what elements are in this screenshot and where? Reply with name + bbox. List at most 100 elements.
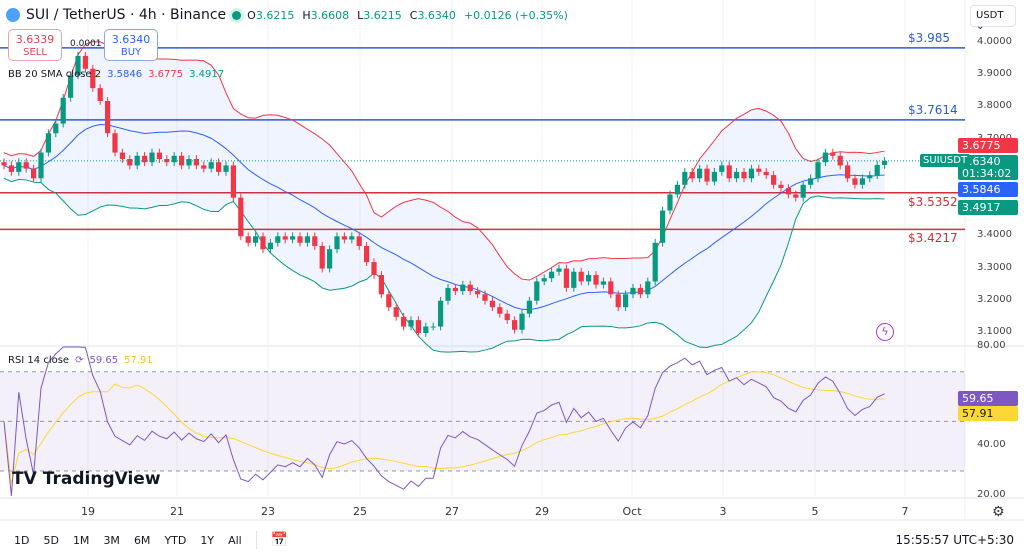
candle-body — [356, 236, 362, 246]
candle-body — [90, 68, 96, 89]
candle-body — [593, 274, 599, 285]
candle-body — [193, 158, 199, 166]
candle-body — [260, 236, 266, 250]
candle-body — [8, 165, 14, 172]
date-tick: 5 — [811, 505, 819, 518]
rsi-legend[interactable]: RSI 14 close ⟳ 59.65 57.91 — [8, 355, 153, 366]
bb-basis-tag: 3.5846 — [958, 182, 1018, 197]
candle-body — [275, 236, 281, 243]
candle-body — [1, 162, 7, 166]
level-label[interactable]: $3.4217 — [908, 231, 958, 246]
level-label[interactable]: $3.7614 — [908, 102, 958, 117]
candle-body — [512, 320, 518, 330]
candle-body — [852, 178, 858, 185]
candle-body — [800, 184, 806, 198]
candle-body — [763, 171, 769, 176]
chevron-down-icon: ⌄ — [976, 21, 985, 32]
range-all[interactable]: All — [228, 533, 242, 547]
range-1y[interactable]: 1Y — [200, 533, 215, 547]
price-tick: 3.2000 — [977, 293, 1012, 305]
bb-basis-line — [3, 123, 885, 311]
bb-upper-tag: 3.6775 — [958, 138, 1018, 153]
price-tick: 3.9000 — [977, 68, 1012, 80]
candle-body — [748, 168, 754, 179]
candle-body — [112, 133, 118, 153]
range-1d[interactable]: 1D — [14, 533, 30, 547]
candle-body — [445, 287, 451, 301]
range-ytd[interactable]: YTD — [164, 533, 187, 547]
candle-body — [578, 271, 584, 282]
ohlc-values: O3.6215 H3.6608 L3.6215 C3.6340 +0.0126 … — [247, 8, 568, 22]
spread-value: 0.0001 — [70, 39, 102, 49]
candle-body — [171, 155, 177, 163]
candle-body — [423, 326, 429, 333]
candle-body — [438, 300, 444, 327]
date-tick: 27 — [445, 505, 459, 518]
candle-body — [859, 178, 865, 185]
candle-body — [734, 171, 740, 179]
candle-body — [349, 236, 355, 240]
rsi-value-tag: 59.65 — [958, 391, 1018, 406]
candle-body — [75, 55, 81, 76]
symbol-title[interactable]: SUI / TetherUS · 4h · Binance — [26, 7, 227, 23]
candle-body — [689, 171, 695, 179]
candle-body — [408, 320, 414, 327]
rsi-ma-tag: 57.91 — [958, 406, 1018, 421]
currency-select[interactable]: USDT ⌄ — [970, 5, 1016, 32]
bb-lower-tag: 3.4917 — [958, 200, 1018, 215]
candle-body — [216, 162, 222, 172]
rsi-tick: 80.00 — [977, 340, 1006, 351]
candle-body — [475, 291, 481, 295]
price-tick: 3.1000 — [977, 325, 1012, 337]
candle-body — [105, 100, 111, 134]
candle-body — [401, 316, 407, 327]
candle-body — [208, 162, 214, 169]
rsi-refresh-icon[interactable]: ⟳ — [75, 355, 84, 366]
level-label[interactable]: $3.5352 — [908, 194, 958, 209]
price-tick: 3.3000 — [977, 261, 1012, 273]
buy-button[interactable]: 3.6340 BUY — [104, 29, 158, 61]
goto-date-icon[interactable]: 📅 — [270, 532, 289, 548]
candle-body — [586, 274, 592, 282]
candle-body — [467, 284, 473, 292]
candle-body — [882, 160, 888, 165]
range-1m[interactable]: 1M — [72, 533, 90, 547]
candle-body — [223, 165, 229, 172]
candle-body — [415, 320, 421, 333]
candle-body — [556, 268, 562, 272]
candle-body — [719, 165, 725, 172]
candle-body — [623, 294, 629, 308]
range-5d[interactable]: 5D — [43, 533, 59, 547]
settings-icon[interactable]: ⚙ — [992, 504, 1005, 520]
clock[interactable]: 15:55:57 UTC+5:30 — [895, 533, 1015, 547]
candle-body — [504, 313, 510, 321]
date-tick: 29 — [535, 505, 549, 518]
candle-body — [134, 155, 140, 166]
candle-body — [341, 236, 347, 240]
candle-body — [378, 274, 384, 295]
date-tick: 3 — [719, 505, 727, 518]
candle-body — [460, 284, 466, 292]
level-label[interactable]: $3.985 — [908, 30, 950, 45]
candle-body — [60, 97, 66, 124]
candle-body — [452, 287, 458, 292]
candle-body — [386, 294, 392, 308]
range-6m[interactable]: 6M — [133, 533, 151, 547]
candle-body — [68, 75, 74, 98]
tradingview-logo[interactable]: 𝗧𝗩 TradingView — [12, 469, 161, 489]
price-tick: 4.0000 — [977, 36, 1012, 47]
bb-lower-line — [3, 177, 885, 353]
range-3m[interactable]: 3M — [103, 533, 120, 547]
candle-body — [297, 236, 303, 243]
candle-body — [808, 178, 814, 185]
candle-body — [615, 294, 621, 308]
candle-body — [319, 245, 325, 269]
rsi-ma-line — [3, 371, 885, 484]
sell-button[interactable]: 3.6339 SELL — [8, 29, 62, 61]
candle-body — [637, 287, 643, 295]
candle-body — [874, 164, 880, 176]
price-tick: 3.4000 — [977, 229, 1012, 241]
bb-legend[interactable]: BB 20 SMA close 2 3.5846 3.6775 3.4917 — [8, 69, 225, 80]
lightning-icon[interactable]: ϟ — [876, 323, 894, 341]
